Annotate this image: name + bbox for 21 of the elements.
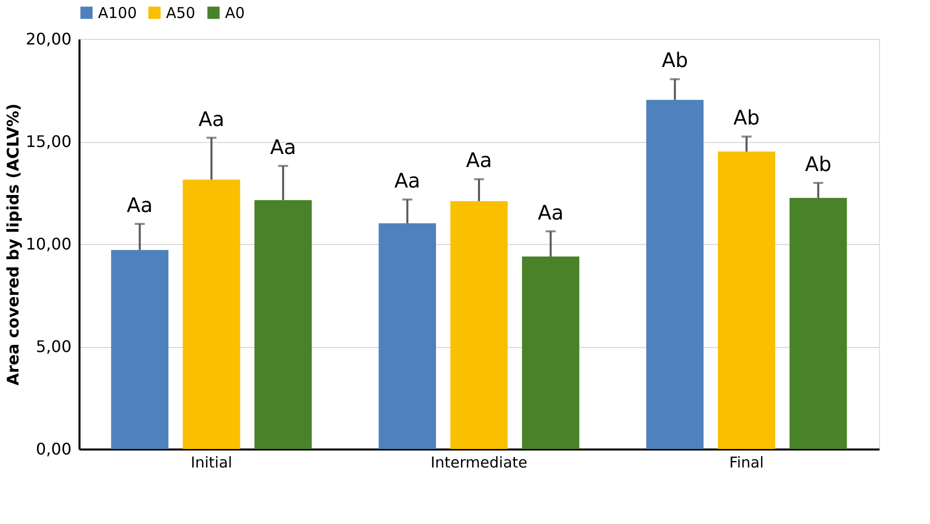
legend-label: A100 — [98, 4, 137, 22]
y-tick-label: 15,00 — [26, 132, 72, 151]
y-tick-label: 0,00 — [36, 440, 72, 458]
data-label: Aa — [394, 168, 420, 193]
data-label: Ab — [662, 48, 688, 72]
data-label: Aa — [198, 106, 224, 131]
y-axis-title: Area covered by lipids (ACLV%) — [4, 103, 23, 386]
data-label: Ab — [805, 152, 832, 176]
legend-label: A50 — [166, 4, 196, 22]
y-tick-label: 10,00 — [26, 234, 72, 254]
data-label: Aa — [466, 148, 492, 172]
y-tick-label: 5,00 — [36, 337, 72, 356]
data-label: Ab — [733, 106, 760, 130]
data-label: Aa — [538, 200, 564, 224]
x-tick-label: Initial — [190, 454, 232, 472]
y-tick-label: 20,00 — [26, 30, 72, 48]
x-tick-label: Intermediate — [430, 454, 528, 472]
data-label: Aa — [126, 192, 153, 217]
legend-label: A0 — [225, 4, 245, 22]
x-tick-label: Final — [729, 454, 764, 472]
data-label: Aa — [270, 134, 296, 159]
